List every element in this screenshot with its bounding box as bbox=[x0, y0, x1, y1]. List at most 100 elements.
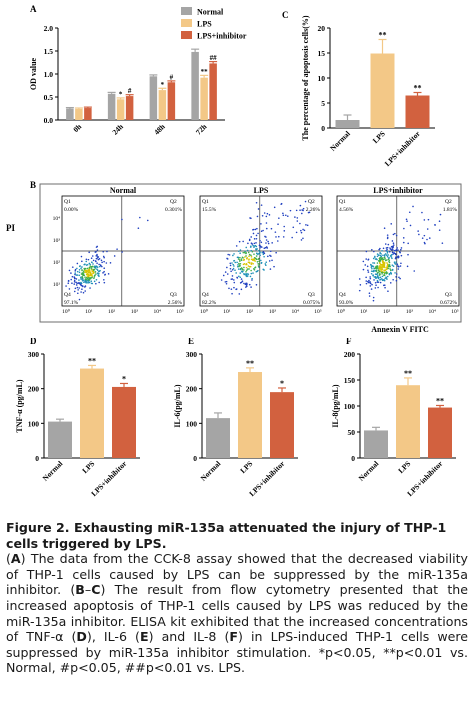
flow-event-dot bbox=[239, 256, 241, 259]
flow-event-dot bbox=[362, 260, 365, 263]
flow-event-dot bbox=[383, 262, 386, 264]
flow-event-dot bbox=[89, 270, 91, 272]
flow-event-dot bbox=[374, 276, 377, 279]
flow-event-dot bbox=[291, 236, 293, 239]
flow-event-dot bbox=[252, 262, 254, 265]
flow-event-dot bbox=[244, 256, 246, 258]
x-tick-label: 10⁵ bbox=[314, 309, 322, 315]
flow-event-dot bbox=[372, 296, 375, 299]
y-tick-label: 300 bbox=[28, 350, 40, 359]
flow-event-dot bbox=[434, 224, 436, 226]
panel-c: C 0 5 10 15 20 The percentage of apoptosis cel… bbox=[280, 0, 472, 178]
flow-event-dot bbox=[302, 228, 304, 231]
flow-event-dot bbox=[388, 273, 391, 276]
flow-event-dot bbox=[381, 257, 384, 259]
flow-event-dot bbox=[250, 236, 253, 238]
flow-event-dot bbox=[137, 227, 140, 230]
flow-event-dot bbox=[388, 264, 391, 266]
flow-event-dot bbox=[270, 227, 273, 230]
flow-event-dot bbox=[98, 270, 100, 273]
flow-event-dot bbox=[386, 263, 389, 266]
flow-event-dot bbox=[234, 261, 237, 264]
flow-event-dot bbox=[400, 254, 403, 257]
flow-event-dot bbox=[92, 270, 95, 273]
flow-event-dot bbox=[381, 275, 384, 278]
flow-event-dot bbox=[88, 281, 91, 284]
bar-0h-2 bbox=[84, 108, 92, 120]
significance-mark: ** bbox=[414, 84, 422, 93]
flow-event-dot bbox=[390, 269, 392, 272]
flow-event-dot bbox=[82, 291, 85, 294]
flow-event-dot bbox=[391, 240, 394, 242]
flow-event-dot bbox=[95, 282, 97, 285]
flow-event-dot bbox=[245, 269, 248, 272]
flow-event-dot bbox=[379, 247, 381, 250]
flow-event-dot bbox=[268, 260, 271, 262]
flow-event-dot bbox=[67, 279, 70, 282]
flow-event-dot bbox=[380, 268, 382, 271]
legend-swatch bbox=[181, 31, 192, 39]
y-axis-label: IL-8(pg/mL) bbox=[331, 384, 340, 427]
flow-event-dot bbox=[102, 255, 105, 258]
flow-event-dot bbox=[391, 268, 394, 271]
flow-event-dot bbox=[87, 258, 90, 261]
flow-event-dot bbox=[95, 251, 97, 253]
flow-event-dot bbox=[369, 281, 371, 283]
flow-event-dot bbox=[398, 276, 400, 279]
flow-event-dot bbox=[95, 278, 98, 281]
flow-event-dot bbox=[368, 279, 370, 282]
flow-event-dot bbox=[371, 267, 373, 270]
significance-mark: * bbox=[119, 90, 123, 98]
flow-event-dot bbox=[374, 267, 376, 270]
flow-event-dot bbox=[372, 299, 375, 302]
flow-event-dot bbox=[98, 265, 101, 268]
flow-event-dot bbox=[406, 220, 408, 223]
flow-event-dot bbox=[77, 282, 79, 285]
flow-event-dot bbox=[250, 242, 253, 244]
flow-event-dot bbox=[85, 260, 88, 263]
flow-event-dot bbox=[308, 211, 311, 214]
flow-event-dot bbox=[413, 270, 416, 272]
flow-event-dot bbox=[390, 273, 393, 275]
flow-event-dot bbox=[379, 254, 382, 257]
flow-event-dot bbox=[255, 234, 258, 237]
flow-event-dot bbox=[76, 267, 78, 270]
flow-event-dot bbox=[374, 281, 377, 284]
flow-event-dot bbox=[367, 259, 369, 261]
flow-event-dot bbox=[233, 259, 236, 262]
flow-event-dot bbox=[259, 254, 261, 257]
flow-event-dot bbox=[252, 272, 254, 274]
caption-title: Figure 2. Exhausting miR-135a attenuated… bbox=[6, 520, 447, 551]
flow-event-dot bbox=[243, 269, 245, 271]
flow-event-dot bbox=[235, 245, 238, 247]
flow-event-dot bbox=[384, 258, 386, 260]
flow-event-dot bbox=[396, 263, 399, 265]
flow-event-dot bbox=[253, 246, 255, 248]
flow-event-dot bbox=[98, 263, 100, 266]
flow-event-dot bbox=[90, 257, 93, 260]
quadrant-label-q1: Q1 bbox=[339, 199, 346, 205]
y-tick-label: 200 bbox=[186, 385, 198, 394]
flow-event-dot bbox=[251, 279, 253, 281]
flow-event-dot bbox=[245, 255, 247, 257]
y-axis-label: IL-6(pg/mL) bbox=[173, 384, 182, 427]
flow-event-dot bbox=[409, 224, 412, 227]
flow-event-dot bbox=[231, 292, 233, 295]
x-category-label: Normal bbox=[328, 129, 352, 153]
x-tick-label: 10⁰ bbox=[200, 308, 209, 315]
flow-event-dot bbox=[94, 274, 96, 277]
flow-event-dot bbox=[256, 227, 258, 230]
y-tick-label: 100 bbox=[344, 402, 356, 411]
flow-event-dot bbox=[236, 261, 238, 264]
flow-event-dot bbox=[248, 239, 251, 242]
flow-event-dot bbox=[89, 271, 92, 274]
flow-event-dot bbox=[80, 255, 83, 258]
x-category-label: LPS bbox=[80, 459, 96, 475]
flow-event-dot bbox=[400, 248, 402, 251]
flow-event-dot bbox=[78, 269, 81, 271]
flow-event-dot bbox=[305, 224, 307, 226]
flow-event-dot bbox=[105, 262, 108, 264]
flow-event-dot bbox=[263, 252, 265, 254]
flow-event-dot bbox=[231, 262, 233, 264]
flow-event-dot bbox=[100, 259, 103, 262]
